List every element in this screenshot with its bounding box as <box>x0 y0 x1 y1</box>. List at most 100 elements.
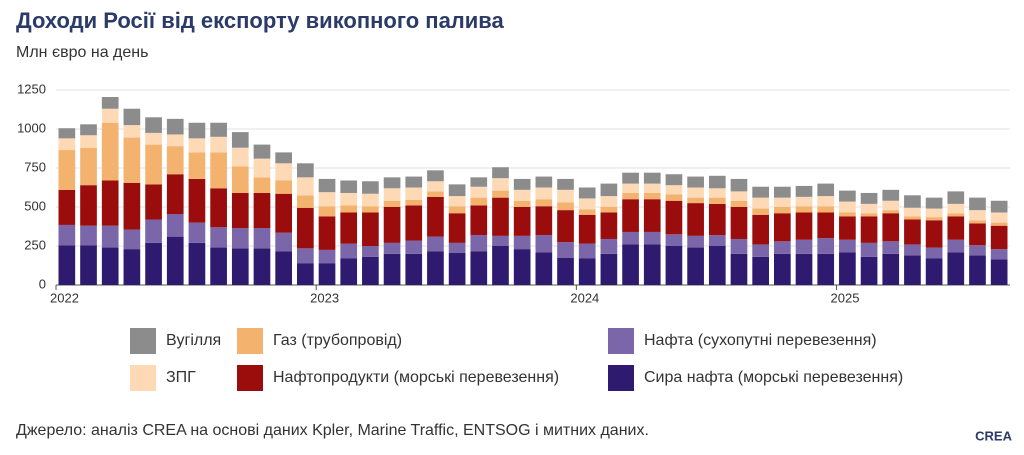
bar-segment <box>643 183 661 193</box>
bar-segment <box>752 208 769 215</box>
bar-segment <box>665 234 683 246</box>
bar-segment <box>188 178 206 223</box>
y-tick-label: 250 <box>24 237 46 252</box>
x-tick-label: 2022 <box>50 290 79 305</box>
bar-segment <box>166 214 184 237</box>
bar-segment <box>925 247 943 259</box>
bar-segment <box>904 219 921 245</box>
bar-segment <box>969 220 986 224</box>
bar-segment <box>578 209 596 215</box>
bar-segment <box>145 242 162 285</box>
bar-segment <box>990 249 1008 260</box>
bar-segment <box>101 108 119 123</box>
bar-segment <box>774 213 791 242</box>
bar-segment <box>882 189 900 201</box>
bar-segment <box>492 178 509 191</box>
bar-segment <box>58 138 76 151</box>
bar-segment <box>318 263 336 285</box>
bar-segment <box>600 196 618 207</box>
bar-segment <box>969 197 986 211</box>
bar-segment <box>622 244 639 285</box>
bar-segment <box>253 248 271 285</box>
bar-segment <box>557 210 574 243</box>
bar-segment <box>340 180 358 193</box>
bar-segment <box>882 210 900 214</box>
bar-segment <box>730 200 748 207</box>
bar-segment <box>643 244 661 285</box>
bar-segment <box>969 245 986 256</box>
bar-segment <box>708 188 726 198</box>
bar-segment <box>904 244 921 256</box>
bar-segment <box>708 235 726 246</box>
bar-segment <box>643 192 661 200</box>
bar-segment <box>990 212 1008 223</box>
bar-segment <box>947 252 965 285</box>
bar-segment <box>492 235 509 246</box>
legend-swatch <box>130 328 156 354</box>
bar-segment <box>795 239 813 254</box>
bar-segment <box>578 214 596 244</box>
bar-segment <box>405 205 423 241</box>
bar-segment <box>990 259 1008 285</box>
bar-segment <box>123 125 141 138</box>
bar-segment <box>860 192 878 204</box>
bar-segment <box>904 195 921 208</box>
bar-segment <box>513 178 531 190</box>
bar-segment <box>448 206 466 214</box>
bar-segment <box>795 206 813 213</box>
bar-segment <box>947 203 965 214</box>
bar-segment <box>318 192 336 207</box>
legend-label: Газ (трубопровід) <box>273 332 402 349</box>
bar-segment <box>58 224 76 246</box>
bar-segment <box>383 177 401 189</box>
bar-segment <box>752 244 769 257</box>
x-tick-label: 2025 <box>831 290 860 305</box>
bar-segment <box>470 235 488 252</box>
bar-segment <box>925 220 943 248</box>
bar-segment <box>383 188 401 201</box>
bar-segment <box>427 251 444 285</box>
bar-segment <box>383 253 401 285</box>
y-tick-label: 750 <box>24 159 46 174</box>
bar-segment <box>665 185 683 195</box>
bar-segment <box>839 201 856 213</box>
bar-segment <box>557 257 574 285</box>
legend-label: ЗПГ <box>166 369 196 386</box>
bar-segment <box>362 212 379 246</box>
bar-segment <box>643 199 661 232</box>
bar-segment <box>925 197 943 209</box>
bar-segment <box>752 256 769 285</box>
source-note: Джерело: аналіз CREA на основі даних Kpl… <box>16 422 649 439</box>
bar-segment <box>275 163 292 181</box>
bar-segment <box>427 196 444 237</box>
bar-segment <box>774 186 791 198</box>
bar-segment <box>882 213 900 242</box>
bar-segment <box>687 235 704 248</box>
bar-segment <box>210 152 227 189</box>
bar-segment <box>231 166 249 193</box>
bar-segment <box>58 150 76 190</box>
bar-segment <box>492 197 509 236</box>
bar-segment <box>665 200 683 235</box>
bar-segment <box>513 249 531 285</box>
bar-segment <box>708 175 726 189</box>
bar-segment <box>947 191 965 204</box>
bar-segment <box>990 225 1008 250</box>
bar-segment <box>578 187 596 199</box>
bar-segment <box>535 252 553 285</box>
bar-segment <box>925 217 943 221</box>
bar-segment <box>817 183 835 197</box>
bar-segment <box>730 238 748 254</box>
bar-segment <box>622 183 639 193</box>
bar-segment <box>774 253 791 285</box>
bar-segment <box>752 197 769 209</box>
bar-segment <box>145 132 162 145</box>
bar-segment <box>231 192 249 229</box>
bar-segment <box>275 193 292 233</box>
bar-segment <box>362 256 379 285</box>
bar-segment <box>600 238 618 254</box>
bar-segment <box>708 246 726 285</box>
bar-segment <box>947 239 965 253</box>
bar-segment <box>795 212 813 240</box>
bar-segment <box>297 177 314 196</box>
